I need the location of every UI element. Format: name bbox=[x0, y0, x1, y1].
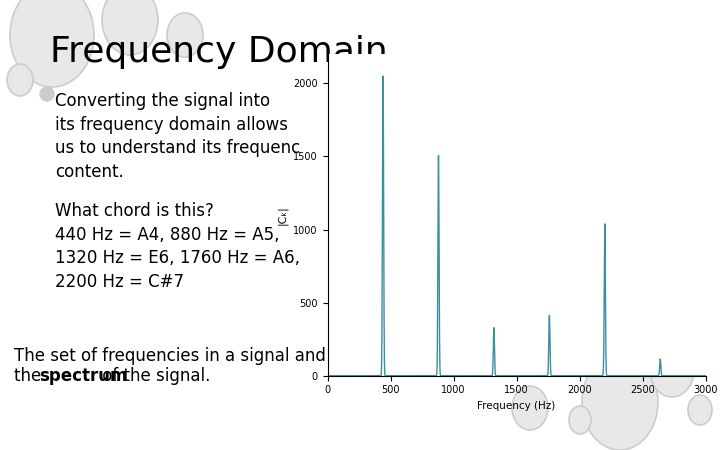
Text: spectrum: spectrum bbox=[39, 367, 127, 385]
Ellipse shape bbox=[688, 395, 712, 425]
Ellipse shape bbox=[10, 0, 94, 87]
Text: of the signal.: of the signal. bbox=[97, 367, 210, 385]
X-axis label: Frequency (Hz): Frequency (Hz) bbox=[477, 401, 556, 411]
Ellipse shape bbox=[102, 0, 158, 55]
Ellipse shape bbox=[582, 354, 658, 450]
Text: What chord is this?
440 Hz = A4, 880 Hz = A5,
1320 Hz = E6, 1760 Hz = A6,
2200 H: What chord is this? 440 Hz = A4, 880 Hz … bbox=[55, 202, 300, 291]
Y-axis label: |Cₖ|: |Cₖ| bbox=[277, 205, 288, 225]
Text: the: the bbox=[14, 367, 47, 385]
Ellipse shape bbox=[512, 386, 548, 430]
Text: Frequency Domain: Frequency Domain bbox=[50, 35, 388, 69]
Ellipse shape bbox=[569, 406, 591, 434]
Text: Converting the signal into
its frequency domain allows
us to understand its freq: Converting the signal into its frequency… bbox=[55, 92, 300, 181]
Ellipse shape bbox=[7, 64, 33, 96]
Ellipse shape bbox=[167, 13, 203, 57]
Ellipse shape bbox=[650, 343, 694, 397]
Circle shape bbox=[40, 87, 54, 101]
Text: The set of frequencies in a signal and their magnitudes is called: The set of frequencies in a signal and t… bbox=[14, 347, 546, 365]
